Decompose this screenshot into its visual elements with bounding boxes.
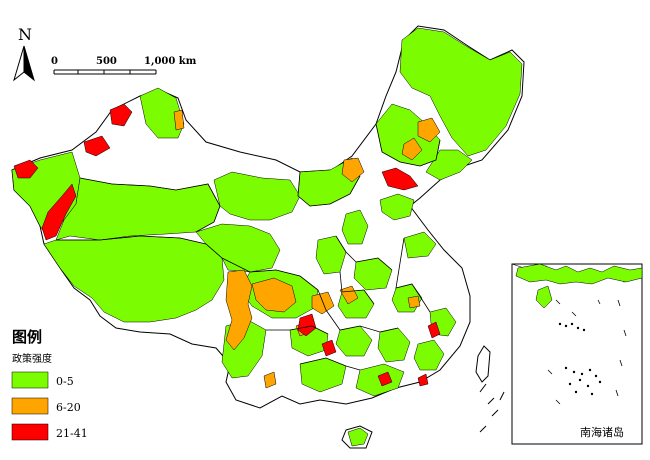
region-shandong <box>403 231 437 259</box>
taiwan-outline <box>475 345 491 383</box>
region-hainan <box>347 427 369 447</box>
region-gansu <box>213 171 301 221</box>
province-boundaries <box>56 123 441 371</box>
region-altay <box>139 87 185 139</box>
region-tibet <box>43 235 225 323</box>
legend-swatch-mid <box>11 397 49 415</box>
inset-box: 南海诸岛 <box>511 263 643 445</box>
region-guangdong-high <box>377 371 393 387</box>
region-liaoning-mid <box>401 137 423 161</box>
region-jilin <box>425 149 473 181</box>
region-group-high <box>13 103 545 387</box>
region-shanghai-high <box>427 321 441 339</box>
region-kashgar-high <box>41 183 77 241</box>
region-xinjiang-south <box>55 177 221 241</box>
scale-bar: 0 500 1,000 km <box>51 56 197 75</box>
region-beijing-high <box>381 167 419 191</box>
region-fujian-high <box>417 373 429 387</box>
region-guangxi-mid <box>263 371 277 389</box>
region-jiangsu-mid <box>407 295 421 309</box>
legend-title: 图例 <box>12 328 42 346</box>
region-shanxi <box>341 209 369 245</box>
scale-label-1000: 1,000 km <box>144 56 197 67</box>
legend-label-low: 0-5 <box>56 375 74 388</box>
region-tacheng-high <box>83 135 111 157</box>
region-heilongjiang <box>399 27 523 157</box>
sea-boundary-dashes <box>479 383 505 433</box>
north-arrow: N <box>13 25 35 82</box>
region-sichuan-basin-mid <box>251 277 297 313</box>
region-fujian <box>413 339 445 371</box>
region-group-low <box>11 27 523 447</box>
region-guizhou-high <box>321 339 337 357</box>
region-ili-high <box>13 159 39 179</box>
legend-label-mid: 6-20 <box>56 401 81 414</box>
region-inner-mongolia-mid <box>341 157 365 183</box>
region-altay-high <box>109 103 133 127</box>
region-west-sichuan <box>225 269 253 351</box>
legend-swatch-high <box>11 423 49 441</box>
scale-label-0: 0 <box>51 56 58 67</box>
legend-swatch-low <box>11 371 49 389</box>
inset-label: 南海诸岛 <box>580 425 624 439</box>
north-arrow-label: N <box>18 25 32 44</box>
legend-label-high: 21-41 <box>56 427 88 440</box>
region-heilongjiang-mid <box>417 117 441 143</box>
region-group-mid <box>173 109 441 389</box>
region-hubei-mid <box>339 285 359 305</box>
legend-subtitle: 政策强度 <box>12 352 52 365</box>
region-altay-mid <box>173 109 185 131</box>
region-hebei <box>379 193 415 221</box>
region-chengdu-high <box>297 313 317 337</box>
scale-label-500: 500 <box>96 56 117 67</box>
north-arrow-icon <box>13 45 25 82</box>
legend: 图例 政策强度 0-5 6-20 21-41 <box>11 328 88 441</box>
